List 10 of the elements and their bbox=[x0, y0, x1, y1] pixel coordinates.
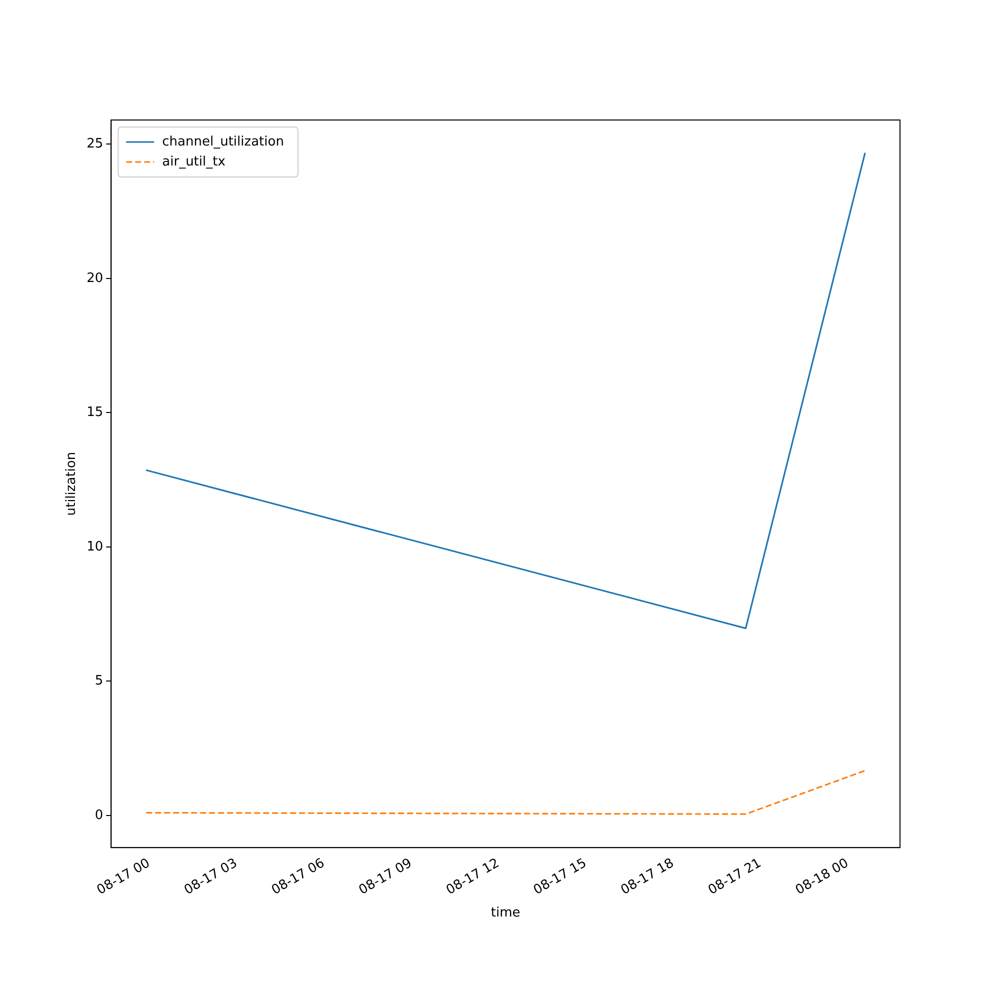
y-tick-label: 10 bbox=[86, 539, 104, 554]
y-tick-label: 20 bbox=[86, 270, 104, 286]
legend-label: air_util_tx bbox=[162, 154, 226, 170]
y-axis-title: utilization bbox=[64, 452, 80, 516]
y-tick-label: 5 bbox=[94, 674, 104, 689]
y-tick-label: 25 bbox=[86, 136, 104, 152]
x-axis-title: time bbox=[490, 906, 520, 921]
y-tick-label: 0 bbox=[94, 808, 104, 823]
legend-label: channel_utilization bbox=[162, 134, 284, 150]
y-tick-label: 15 bbox=[86, 405, 104, 420]
